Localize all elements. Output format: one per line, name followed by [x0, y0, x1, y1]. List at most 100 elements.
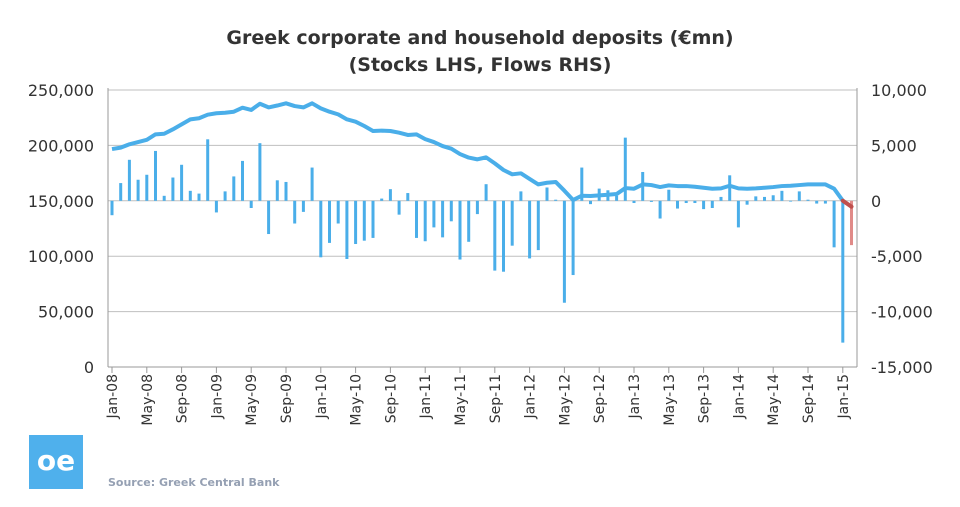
flow-bar — [649, 200, 653, 202]
flow-bar — [258, 143, 262, 201]
flow-bar — [284, 181, 288, 201]
x-tick-label: Sep-11 — [488, 374, 504, 423]
flow-bar — [449, 200, 453, 222]
flow-bar — [702, 200, 706, 210]
flow-bar — [371, 200, 375, 238]
flow-bar — [615, 195, 619, 201]
flow-bar — [223, 191, 227, 201]
flow-bar — [241, 160, 244, 201]
left-tick-label: 50,000 — [38, 303, 94, 322]
flow-bar — [632, 200, 636, 204]
source-note: Source: Greek Central Bank — [108, 476, 280, 489]
flow-bar — [319, 200, 323, 258]
x-tick-label: Sep-12 — [592, 374, 608, 423]
flow-bar — [127, 159, 131, 201]
oe-logo: oe — [29, 435, 83, 489]
flow-bar — [267, 200, 271, 235]
flow-bar — [423, 200, 427, 242]
flow-bar — [136, 179, 140, 201]
flow-bar — [536, 200, 540, 251]
stock-line-latest-segment — [840, 198, 854, 209]
flow-bar — [823, 200, 827, 204]
x-tick-label: Jan-09 — [209, 374, 225, 419]
flow-bar — [206, 139, 210, 201]
flow-bar — [580, 167, 584, 201]
flow-bar — [415, 200, 418, 238]
flow-bar — [510, 200, 514, 246]
flow-bar — [789, 200, 793, 202]
right-tick-label: -15,000 — [871, 358, 933, 377]
flow-bar — [110, 200, 114, 216]
flow-bar — [232, 176, 236, 201]
stock-line — [111, 101, 854, 209]
flow-bar — [771, 195, 775, 201]
flow-bar — [562, 200, 566, 303]
flow-bar — [519, 191, 523, 201]
flow-bar — [797, 191, 801, 201]
flow-bar — [310, 167, 314, 201]
flow-bar — [397, 200, 401, 215]
x-tick-label: May-13 — [662, 374, 678, 426]
x-tick-label: May-14 — [766, 374, 782, 426]
flow-bar — [736, 200, 740, 228]
flow-bar — [571, 200, 575, 276]
flow-bar — [145, 174, 149, 201]
flow-bar — [502, 200, 505, 272]
flow-bar — [336, 200, 340, 224]
flow-bar — [815, 200, 819, 204]
flow-bar — [467, 200, 471, 242]
flow-bar — [214, 200, 218, 213]
x-tick-label: Sep-13 — [697, 374, 713, 423]
left-tick-label: 150,000 — [28, 192, 94, 211]
left-tick-label: 200,000 — [28, 136, 94, 155]
flow-bar — [754, 196, 758, 201]
gridlines — [107, 88, 858, 368]
flow-bar — [275, 180, 279, 201]
flow-bar — [119, 183, 123, 201]
flow-bar — [345, 200, 349, 259]
flow-bar — [745, 200, 749, 205]
flow-bar — [719, 196, 723, 201]
flow-bar — [763, 196, 766, 201]
flow-bar — [188, 190, 192, 201]
flow-bar — [693, 200, 697, 204]
flow-bar — [301, 200, 305, 212]
flow-bar — [780, 190, 784, 201]
flow-bar — [293, 200, 297, 224]
x-tick-label: May-09 — [244, 374, 260, 426]
x-tick-label: Jan-10 — [314, 374, 330, 419]
x-tick-label: Jan-08 — [105, 374, 121, 419]
x-tick-label: Sep-09 — [279, 374, 295, 423]
stock-line-path — [111, 101, 845, 203]
x-axis-ticks: Jan-08 May-08 Sep-08 Jan-09 May-09 Sep-09 Jan-… — [105, 367, 852, 426]
x-tick-label: Jan-11 — [418, 374, 434, 419]
x-tick-label: May-11 — [453, 374, 469, 426]
right-tick-label: 0 — [871, 192, 881, 211]
flow-bar — [728, 175, 732, 201]
right-tick-label: 5,000 — [871, 136, 917, 155]
flow-bar — [589, 200, 592, 205]
flow-bar — [249, 200, 253, 209]
left-tick-label: 0 — [84, 358, 94, 377]
flow-bar — [667, 189, 671, 201]
x-tick-label: Jan-14 — [731, 374, 747, 420]
x-tick-label: Sep-14 — [801, 374, 817, 423]
left-tick-label: 250,000 — [28, 81, 94, 100]
chart-subtitle: (Stocks LHS, Flows RHS) — [349, 54, 612, 76]
right-tick-label: 10,000 — [871, 81, 927, 100]
right-axis-ticks: -15,000 -10,000 -5,000 0 5,000 10,000 — [871, 81, 933, 377]
x-tick-label: Jan-12 — [523, 374, 539, 419]
x-tick-label: Jan-13 — [627, 374, 643, 419]
x-tick-label: May-08 — [140, 374, 156, 426]
flow-bar — [380, 198, 384, 201]
flow-bar — [328, 200, 331, 243]
flow-bar — [528, 200, 532, 259]
left-axis-ticks: 0 50,000 100,000 150,000 200,000 250,000 — [28, 81, 94, 377]
right-tick-label: -5,000 — [871, 247, 923, 266]
x-tick-label: Jan-15 — [836, 374, 852, 419]
flow-bar — [554, 199, 558, 201]
flow-bar — [180, 164, 184, 201]
flow-bar — [171, 177, 175, 201]
flow-bar — [458, 200, 462, 260]
